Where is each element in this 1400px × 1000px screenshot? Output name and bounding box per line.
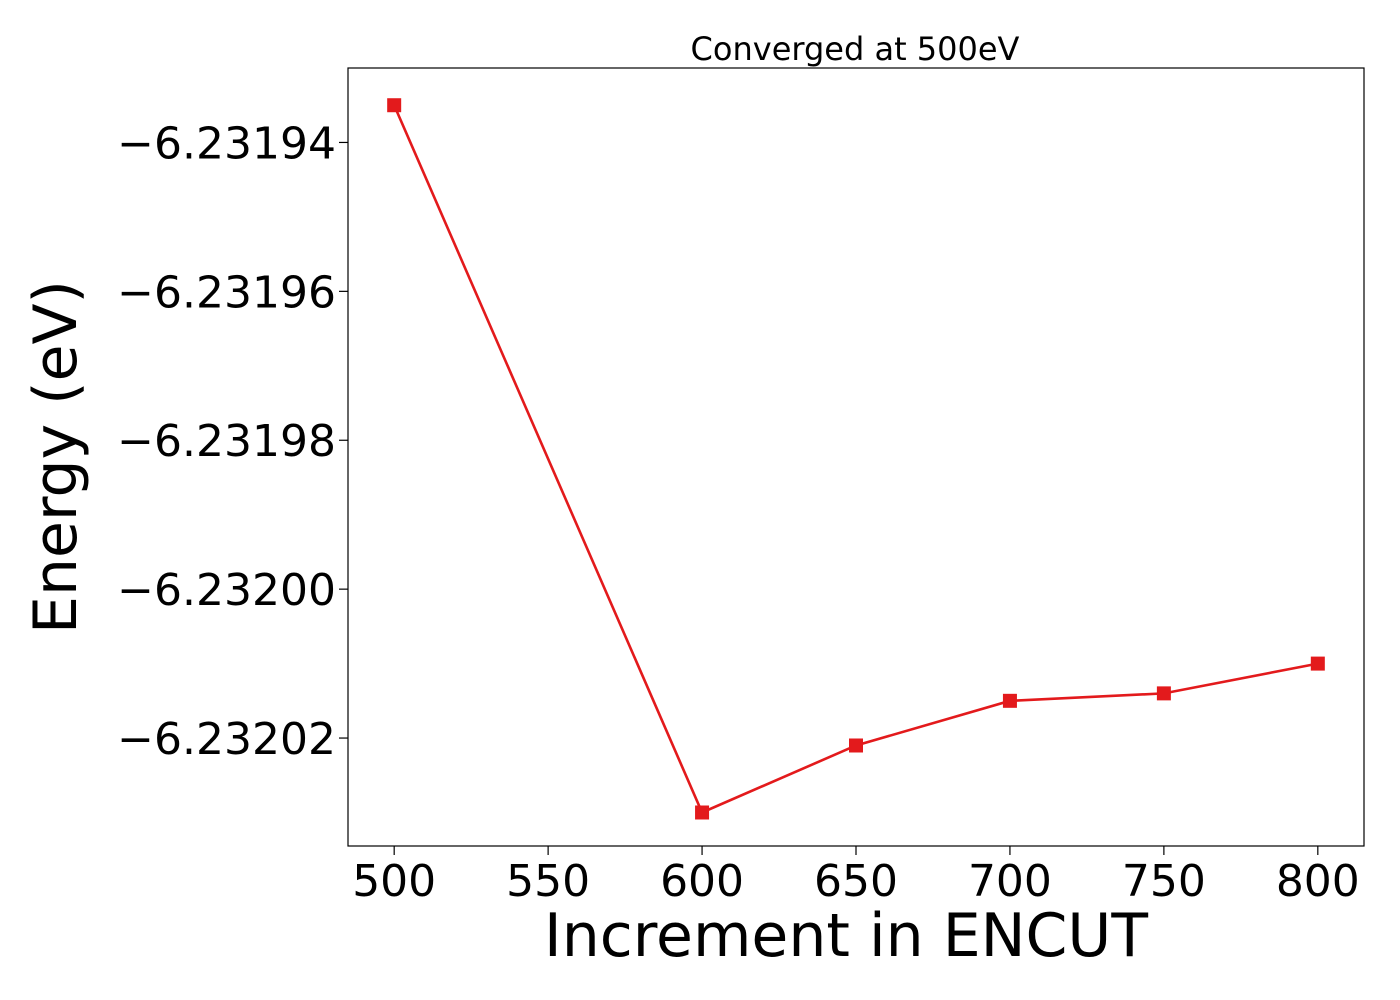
x-tick-label: 800: [1276, 856, 1360, 907]
data-point-marker: [1310, 656, 1325, 671]
x-tick-label: 700: [968, 856, 1052, 907]
series-layer: [387, 98, 1325, 820]
x-tick-label: 600: [660, 856, 744, 907]
data-point-marker: [387, 98, 402, 113]
data-point-marker: [849, 738, 863, 753]
x-axis-title: Increment in ENCUT: [544, 901, 1148, 971]
x-axis: 500 550 600 650 700 750 800: [352, 846, 1360, 907]
y-axis-title: Energy (eV): [21, 280, 91, 634]
chart-title: Converged at 500eV: [691, 30, 1020, 68]
x-tick-label: 550: [506, 856, 590, 907]
data-point-marker: [1002, 693, 1017, 708]
y-tick-label: −6.23196: [117, 267, 336, 318]
y-axis: −6.23194 −6.23196 −6.23198 −6.23200 −6.23202: [117, 118, 348, 765]
y-tick-label: −6.23200: [117, 565, 336, 616]
x-tick-label: 750: [1122, 856, 1206, 907]
data-point-marker: [695, 805, 710, 820]
data-point-marker: [1156, 686, 1171, 701]
plot-area-frame: [347, 67, 1365, 847]
y-tick-label: −6.23194: [117, 118, 336, 169]
x-tick-label: 650: [814, 856, 898, 907]
x-tick-label: 500: [352, 856, 436, 907]
series-line: [392, 104, 1319, 815]
y-tick-label: −6.23202: [117, 714, 336, 765]
y-tick-label: −6.23198: [117, 416, 336, 467]
